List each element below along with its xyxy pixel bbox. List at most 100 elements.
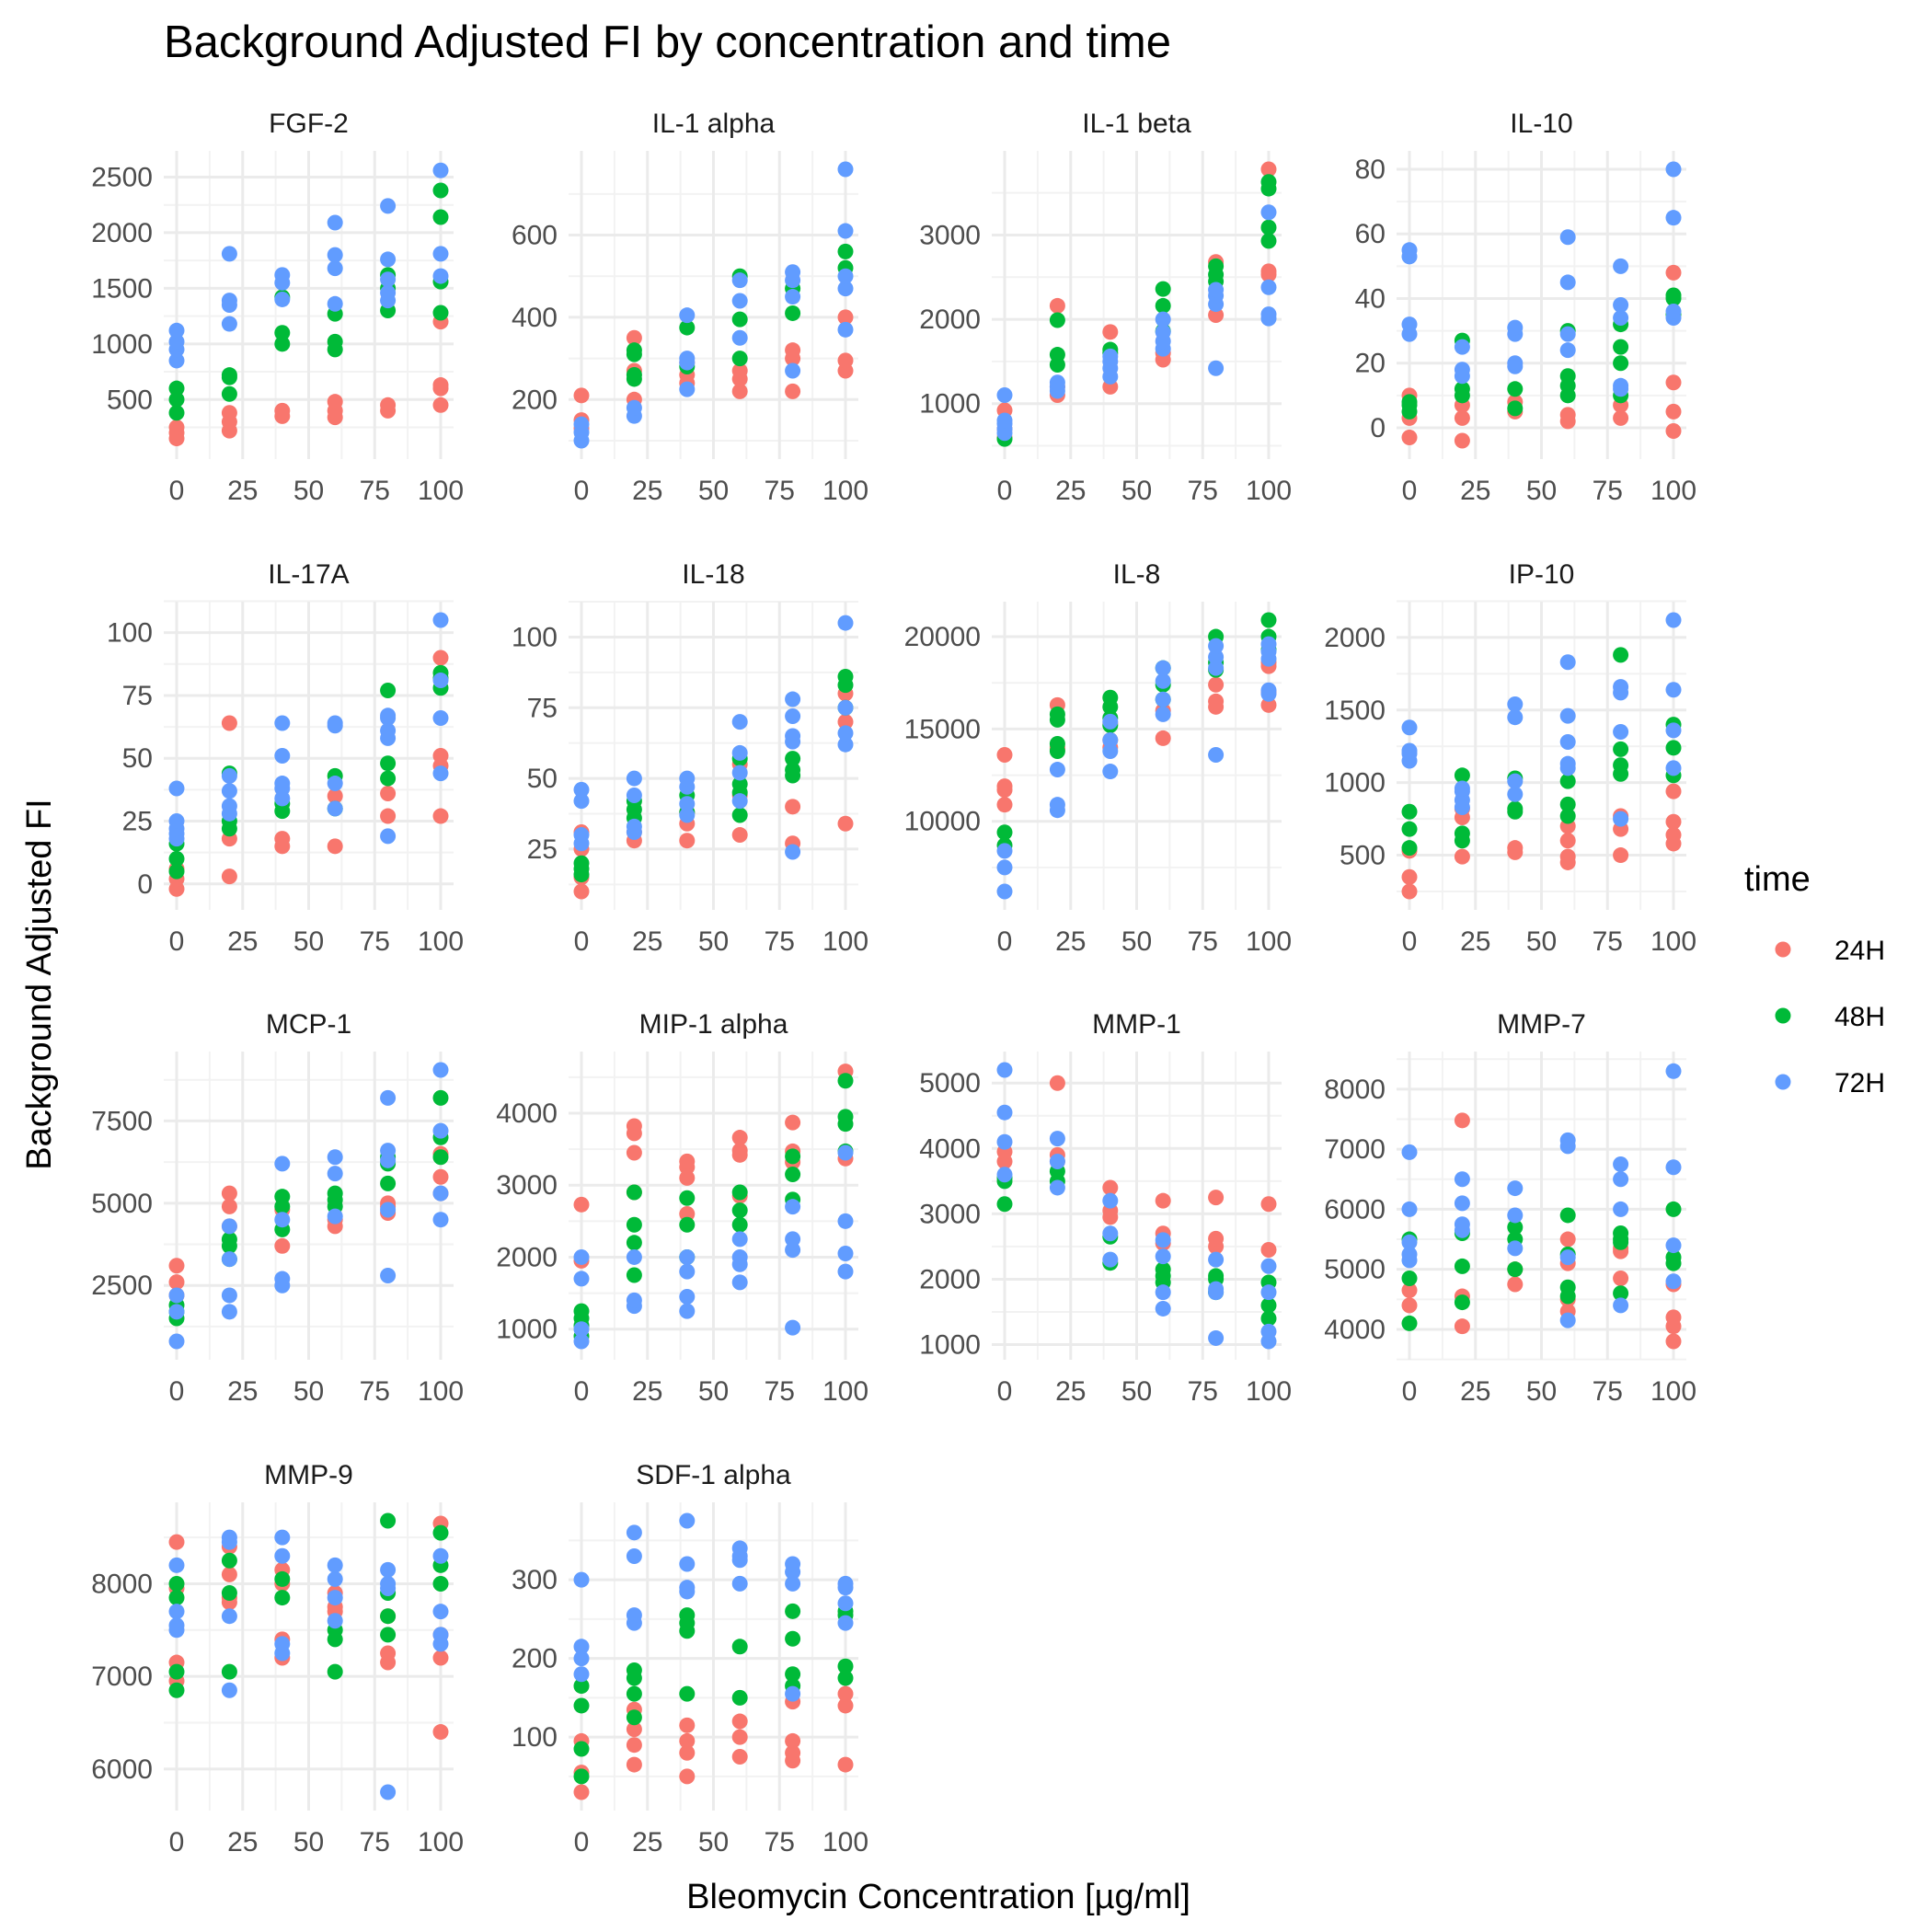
data-point [1559,1207,1576,1224]
data-point [1102,742,1119,759]
data-point [1559,342,1576,359]
data-point [221,1198,237,1214]
facet-il-10: IL-10 0 25 50 75 100 0 20 40 60 80 [1355,109,1696,506]
data-point [1559,833,1576,849]
data-point [785,1556,801,1572]
data-point [573,1271,590,1287]
y-tick-label: 75 [527,693,558,723]
data-point [432,710,449,727]
data-point [996,746,1013,763]
data-point [626,1756,642,1773]
x-tick-label: 75 [1593,1376,1623,1407]
data-point [274,1237,291,1254]
data-point [1208,1281,1225,1297]
data-point [432,182,449,199]
series-72h [1401,612,1682,827]
data-point [1102,713,1119,730]
y-tick-label: 50 [122,743,153,774]
x-tick-label: 75 [360,926,390,957]
data-point [221,715,237,731]
data-point [1665,1159,1682,1176]
data-point [837,714,854,730]
data-point [1613,1270,1629,1286]
data-point [1102,324,1119,340]
x-tick-label: 100 [822,476,868,506]
y-tick-label: 1500 [1324,696,1386,726]
data-point [837,1213,854,1229]
data-point [1102,348,1119,364]
data-point [1507,1219,1524,1236]
x-tick-label: 50 [293,1376,324,1407]
x-tick-label: 75 [1188,1376,1218,1407]
data-point [432,397,449,413]
data-point [785,1114,801,1131]
y-tick-label: 2500 [91,162,153,192]
x-tick-label: 100 [1246,1376,1292,1407]
data-point [679,381,696,397]
data-point [1260,204,1277,221]
data-point [1401,1270,1418,1286]
data-point [221,767,237,784]
x-tick-label: 50 [1526,926,1557,957]
data-point [327,1613,343,1629]
data-point [1507,709,1524,726]
data-point [573,1248,590,1265]
data-point [274,748,291,764]
data-point [626,1292,642,1308]
data-point [679,307,696,324]
data-point [1260,1323,1277,1340]
y-tick-label: 4000 [496,1098,558,1129]
data-point [1454,432,1470,449]
data-point [432,268,449,284]
data-point [274,715,291,731]
x-tick-label: 50 [1526,1376,1557,1407]
data-point [679,1303,696,1319]
x-tick-label: 75 [1188,926,1218,957]
data-point [380,284,397,301]
data-point [731,293,748,309]
facet-title: SDF-1 alpha [636,1460,791,1490]
facet-title: IL-18 [682,559,744,590]
data-point [1401,1144,1418,1160]
x-tick-label: 0 [169,926,185,957]
data-point [327,715,343,731]
data-point [837,352,854,369]
data-point [432,1212,449,1228]
y-tick-label: 3000 [919,220,981,250]
data-point [996,1062,1013,1078]
data-point [168,391,185,408]
legend-entry-48h: 48H [1775,1002,1885,1032]
data-point [837,615,854,631]
data-point [1454,409,1470,426]
y-tick-label: 2000 [91,218,153,248]
data-point [1559,1249,1576,1266]
data-point [785,362,801,379]
data-point [996,387,1013,404]
data-point [1665,612,1682,628]
data-point [573,1650,590,1667]
data-point [432,748,449,764]
x-tick-label: 0 [169,1376,185,1407]
y-tick-label: 1000 [1324,768,1386,799]
data-point [1155,297,1171,314]
data-point [1454,1112,1470,1129]
data-point [1665,722,1682,739]
data-point [1049,735,1065,752]
data-point [731,1274,748,1291]
data-point [432,246,449,262]
data-point [1155,730,1171,746]
data-point [573,1741,590,1757]
data-point [1454,825,1470,842]
data-point [221,1185,237,1202]
data-point [432,1185,449,1202]
data-point [221,1682,237,1698]
data-point [1507,1276,1524,1293]
data-point [1613,847,1629,864]
series-72h [1401,161,1682,397]
data-point [785,1231,801,1248]
data-point [1260,636,1277,652]
data-point [1665,1333,1682,1350]
data-point [837,699,854,716]
